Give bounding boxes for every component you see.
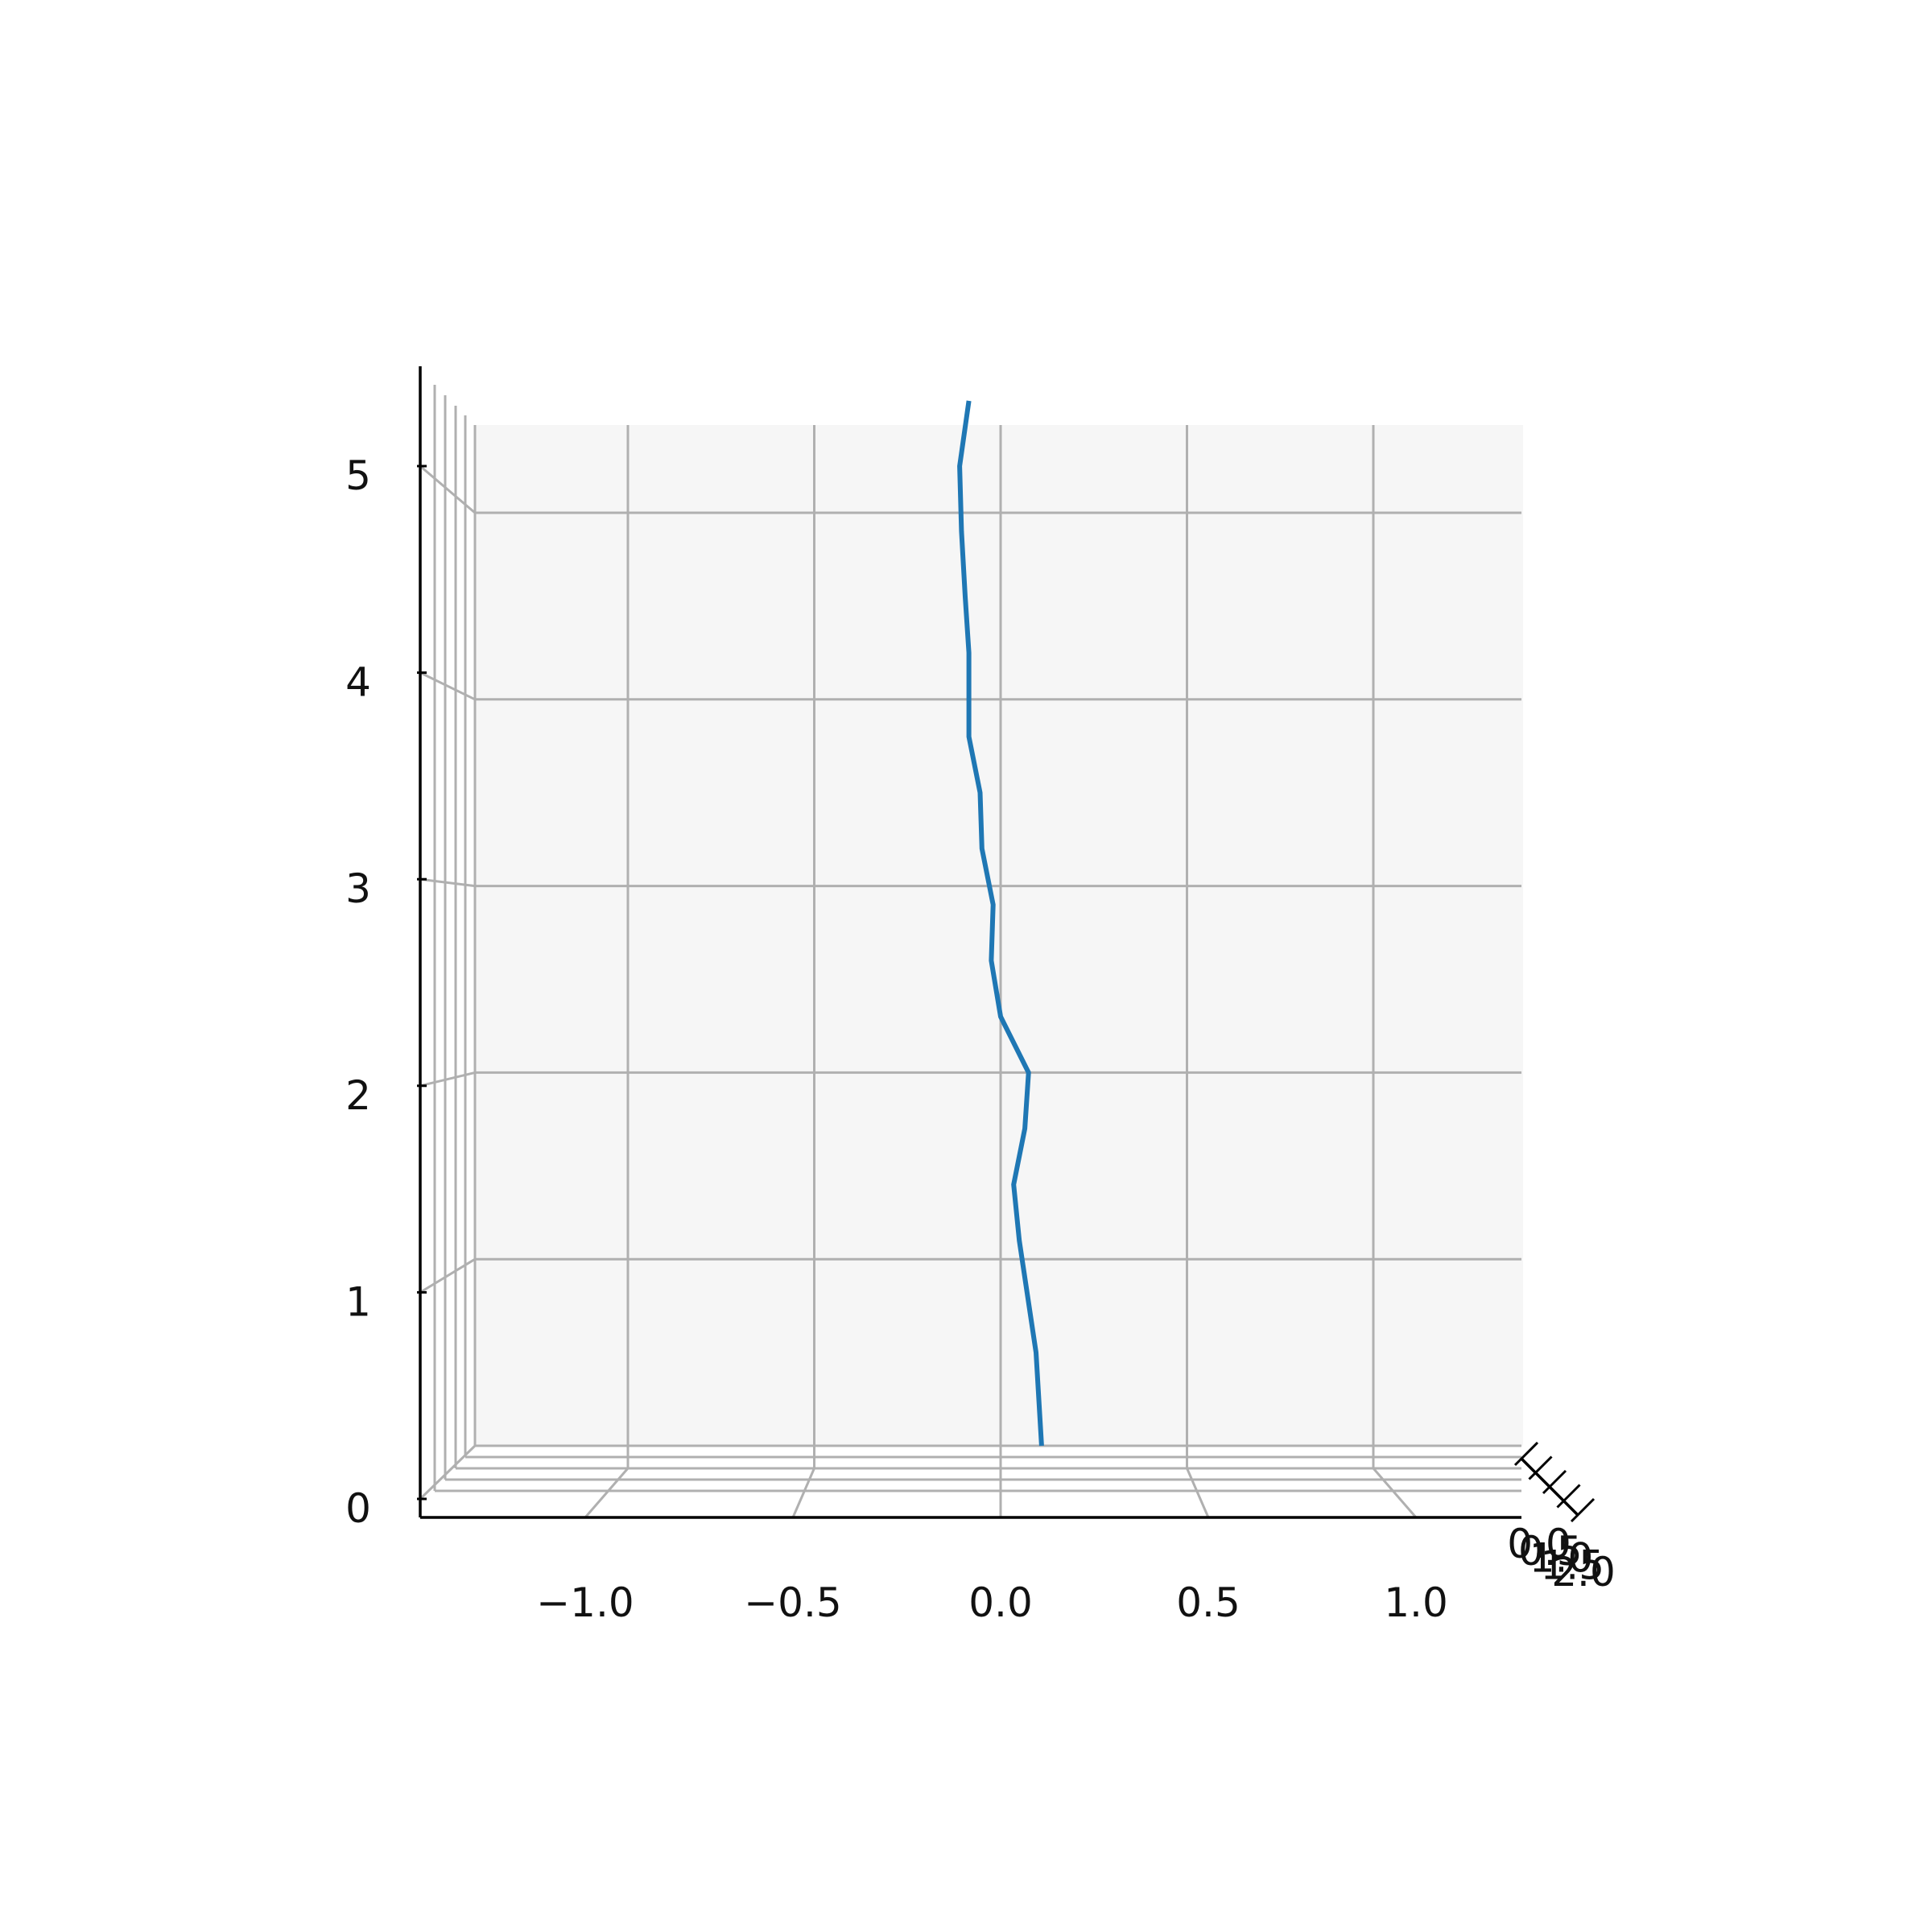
- y-tick-label: 0.5: [1518, 1528, 1583, 1575]
- z-side-grid-line: [419, 1071, 476, 1088]
- y-tick-mark: [1570, 1497, 1596, 1523]
- x-tick-label: −1.0: [536, 1579, 634, 1626]
- x-floor-grid-line: [1372, 1468, 1418, 1518]
- x-floor-grid-line: [791, 1468, 815, 1518]
- z-side-grid-line: [419, 877, 476, 888]
- z-tick-label: 0: [345, 1485, 371, 1532]
- series-line: [957, 400, 1044, 1447]
- x-floor-grid-line: [1186, 1468, 1210, 1518]
- z-tick-label: 2: [345, 1072, 371, 1119]
- y-tick-label: 0.0: [1507, 1521, 1571, 1567]
- z-side-grid-line: [419, 671, 476, 701]
- y-tick-mark: [1542, 1469, 1567, 1495]
- grid-lines: [419, 425, 1521, 1518]
- z-tick-label: 1: [345, 1278, 371, 1325]
- y-tick-mark: [1556, 1484, 1581, 1509]
- x-tick-label: 1.0: [1384, 1579, 1448, 1626]
- z-side-grid-line: [419, 1444, 477, 1501]
- z-side-grid-line: [419, 1257, 476, 1294]
- x-tick-label: 0.0: [968, 1579, 1033, 1626]
- y-tick-label: 1.5: [1540, 1542, 1604, 1588]
- x-tick-label: 0.5: [1176, 1579, 1241, 1626]
- z-side-grid-line: [419, 464, 476, 514]
- y-tick-label: 2.0: [1551, 1549, 1616, 1596]
- y-tick-mark: [1528, 1455, 1553, 1480]
- y-tick-mark: [1513, 1441, 1539, 1467]
- z-tick-label: 5: [345, 452, 371, 499]
- y-tick-label: 1.0: [1530, 1535, 1594, 1582]
- series-layer: [957, 400, 1044, 1447]
- x-floor-grid-line: [584, 1468, 630, 1518]
- back-pane: [475, 425, 1523, 1446]
- z-tick-label: 3: [345, 865, 371, 912]
- axes: [417, 366, 1596, 1523]
- x-tick-label: −0.5: [744, 1579, 841, 1626]
- z-tick-label: 4: [345, 659, 371, 706]
